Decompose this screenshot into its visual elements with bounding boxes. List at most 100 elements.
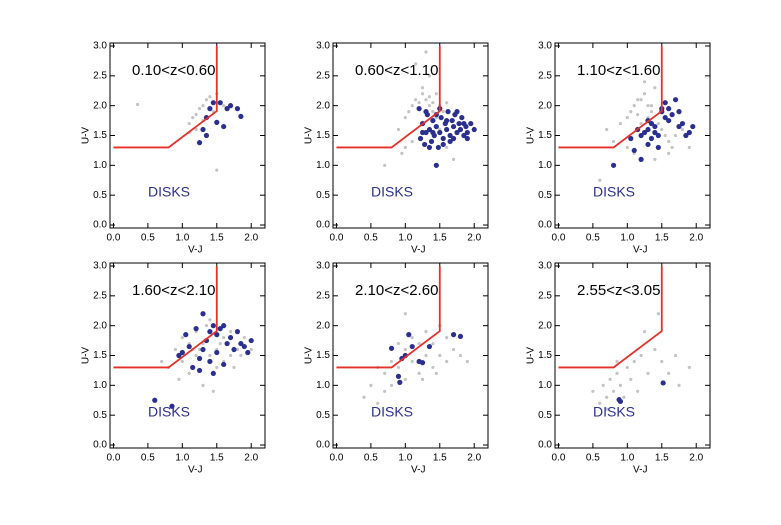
point [677, 383, 681, 387]
y-tick-label: 1.5 [93, 130, 107, 141]
y-tick-label: 0.5 [538, 190, 552, 201]
y-tick-label: 0.5 [538, 410, 552, 421]
point [638, 132, 644, 139]
point [422, 141, 428, 148]
x-tick-label: 0.0 [329, 453, 343, 464]
point [441, 110, 445, 114]
panel: 0.0 0.5 1.0 1.5 2.0 0.0 0.5 1.0 1.5 2.0 2.5 3.0 V-J U… [81, 261, 266, 476]
point [444, 117, 450, 124]
y-tick-label: 0.0 [316, 220, 330, 231]
point [400, 151, 404, 156]
y-tick-label: 0.0 [93, 440, 107, 451]
point [403, 145, 407, 150]
point [676, 123, 682, 130]
point [618, 383, 623, 387]
x-tick-label: 0.0 [106, 453, 120, 464]
point [458, 353, 463, 358]
point [427, 74, 432, 78]
point [419, 360, 426, 366]
point [426, 144, 433, 151]
point [194, 113, 198, 117]
point [423, 109, 429, 115]
point [417, 371, 421, 376]
point [208, 353, 212, 358]
x-tick-label: 2.0 [467, 233, 481, 244]
point [655, 144, 661, 151]
point [207, 329, 213, 335]
point [383, 389, 387, 393]
point [686, 129, 692, 136]
x-tick-label: 0.0 [329, 233, 343, 244]
point [666, 117, 672, 124]
point [177, 377, 181, 381]
point [152, 397, 158, 403]
y-tick-label: 1.5 [93, 350, 107, 361]
y-tick-label: 0.0 [93, 220, 107, 231]
point [430, 129, 436, 136]
point [410, 104, 414, 108]
y-tick-label: 0.5 [316, 190, 330, 201]
point [456, 120, 462, 127]
y-tick-label: 1.0 [93, 380, 107, 391]
panel: 0.0 0.5 1.0 1.5 2.0 0.0 0.5 1.0 1.5 2.0 2.5 3.0 V-J U… [304, 41, 489, 256]
point [687, 365, 691, 370]
point [208, 318, 212, 322]
point [445, 101, 449, 105]
point [632, 359, 636, 364]
x-tick-label: 2.0 [244, 453, 258, 464]
disks-label: DISKS [593, 404, 635, 420]
point [388, 345, 395, 351]
point [403, 312, 407, 316]
point [376, 401, 380, 405]
panel: 0.0 0.5 1.0 1.5 2.0 0.0 0.5 1.0 1.5 2.0 2.5 3.0 V-J U… [81, 41, 266, 256]
point [176, 352, 182, 359]
x-axis-label: V-J [411, 465, 425, 476]
y-tick-label: 1.5 [538, 130, 552, 141]
point [601, 383, 605, 387]
point [667, 371, 671, 376]
point [648, 135, 655, 142]
point [646, 104, 650, 108]
x-tick-label: 1.0 [398, 453, 412, 464]
point [383, 163, 387, 167]
point [214, 332, 220, 338]
point [210, 100, 216, 106]
selection-line [113, 45, 218, 149]
point [196, 355, 203, 362]
point [457, 333, 464, 340]
point [204, 98, 209, 102]
point [625, 145, 629, 150]
point [632, 104, 636, 108]
redshift-label: 2.10<z<2.60 [355, 282, 438, 299]
point [636, 98, 640, 102]
x-tick-label: 1.0 [398, 233, 412, 244]
y-tick-label: 1.0 [538, 380, 552, 391]
point [215, 365, 219, 370]
point [648, 120, 655, 127]
point [638, 156, 644, 162]
point [454, 129, 460, 136]
point [420, 377, 425, 381]
redshift-label: 1.10<z<1.60 [577, 62, 660, 79]
point [445, 145, 449, 150]
point [179, 349, 185, 356]
redshift-label: 2.55<z<3.05 [577, 282, 660, 299]
selection-line [558, 265, 663, 369]
point [221, 123, 227, 130]
point [687, 145, 691, 150]
point [628, 135, 634, 142]
point [660, 359, 664, 364]
point [417, 101, 421, 105]
x-tick-label: 2.0 [689, 453, 703, 464]
point [232, 365, 236, 370]
point [591, 389, 595, 393]
y-tick-label: 2.5 [93, 290, 107, 301]
point [228, 330, 233, 334]
point [234, 106, 241, 112]
panel: 0.0 0.5 1.0 1.5 2.0 0.0 0.5 1.0 1.5 2.0 2.5 3.0 V-J U… [304, 261, 489, 476]
point [217, 100, 223, 106]
point [629, 110, 633, 114]
y-tick-label: 2.0 [93, 100, 107, 111]
point [397, 379, 403, 385]
point [427, 104, 432, 108]
